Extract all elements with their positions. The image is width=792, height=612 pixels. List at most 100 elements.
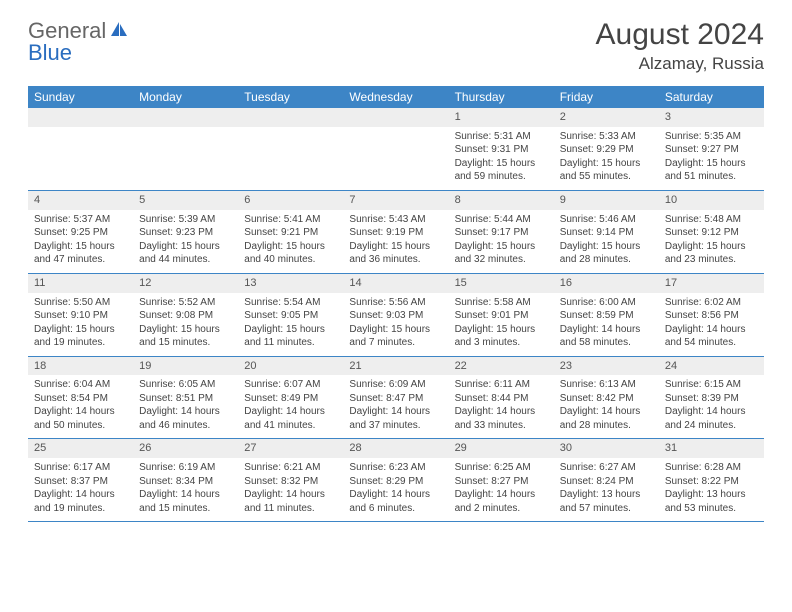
detail-line: and 37 minutes. (349, 419, 442, 433)
daynum-row: 11121314151617 (28, 273, 764, 292)
detail-line: Sunrise: 6:23 AM (349, 461, 442, 475)
detail-line: Sunset: 8:42 PM (560, 392, 653, 406)
day-details: Sunrise: 5:35 AMSunset: 9:27 PMDaylight:… (659, 127, 764, 191)
day-number (28, 108, 133, 127)
day-details: Sunrise: 5:52 AMSunset: 9:08 PMDaylight:… (133, 293, 238, 357)
detail-line: Daylight: 13 hours (665, 488, 758, 502)
day-details (28, 127, 133, 191)
day-details: Sunrise: 5:39 AMSunset: 9:23 PMDaylight:… (133, 210, 238, 274)
day-details: Sunrise: 5:50 AMSunset: 9:10 PMDaylight:… (28, 293, 133, 357)
detail-line: Daylight: 14 hours (34, 488, 127, 502)
detail-line: Sunrise: 6:27 AM (560, 461, 653, 475)
detail-line: Daylight: 15 hours (34, 323, 127, 337)
day-number: 20 (238, 356, 343, 375)
day-header: Wednesday (343, 86, 448, 108)
detail-line: Sunrise: 6:11 AM (455, 378, 548, 392)
day-number: 26 (133, 439, 238, 458)
header: General Blue August 2024 Alzamay, Russia (28, 18, 764, 74)
day-header-row: SundayMondayTuesdayWednesdayThursdayFrid… (28, 86, 764, 108)
title-block: August 2024 Alzamay, Russia (596, 18, 764, 74)
day-number: 22 (449, 356, 554, 375)
detail-line: Daylight: 15 hours (349, 240, 442, 254)
detail-line: Daylight: 14 hours (455, 488, 548, 502)
detail-line: Sunset: 8:22 PM (665, 475, 758, 489)
detail-line: Sunrise: 5:31 AM (455, 130, 548, 144)
detail-line: and 36 minutes. (349, 253, 442, 267)
detail-line: Sunset: 8:49 PM (244, 392, 337, 406)
detail-line: Daylight: 15 hours (244, 323, 337, 337)
detail-line: and 2 minutes. (455, 502, 548, 516)
detail-line: Daylight: 14 hours (665, 405, 758, 419)
detail-line: Sunrise: 6:05 AM (139, 378, 232, 392)
detail-line: Sunset: 9:14 PM (560, 226, 653, 240)
detail-line: Sunrise: 6:04 AM (34, 378, 127, 392)
day-header: Friday (554, 86, 659, 108)
detail-line: Daylight: 15 hours (349, 323, 442, 337)
day-details: Sunrise: 5:46 AMSunset: 9:14 PMDaylight:… (554, 210, 659, 274)
day-number: 8 (449, 190, 554, 209)
detail-line: Daylight: 15 hours (244, 240, 337, 254)
detail-line: Daylight: 15 hours (139, 323, 232, 337)
detail-line: Sunset: 9:12 PM (665, 226, 758, 240)
day-number: 25 (28, 439, 133, 458)
detail-line: Sunrise: 5:50 AM (34, 296, 127, 310)
detail-line: and 40 minutes. (244, 253, 337, 267)
detail-line: and 15 minutes. (139, 336, 232, 350)
day-details (343, 127, 448, 191)
detail-line: and 51 minutes. (665, 170, 758, 184)
detail-row: Sunrise: 6:17 AMSunset: 8:37 PMDaylight:… (28, 458, 764, 522)
detail-line: and 59 minutes. (455, 170, 548, 184)
day-number: 19 (133, 356, 238, 375)
day-number: 21 (343, 356, 448, 375)
location: Alzamay, Russia (596, 54, 764, 74)
detail-line: Sunrise: 6:15 AM (665, 378, 758, 392)
detail-line: and 41 minutes. (244, 419, 337, 433)
daynum-row: 123 (28, 108, 764, 127)
detail-line: and 57 minutes. (560, 502, 653, 516)
detail-line: Sunset: 9:25 PM (34, 226, 127, 240)
detail-line: Daylight: 14 hours (349, 488, 442, 502)
detail-line: Sunset: 9:21 PM (244, 226, 337, 240)
day-number: 12 (133, 273, 238, 292)
detail-line: Daylight: 15 hours (665, 240, 758, 254)
detail-line: Daylight: 14 hours (560, 405, 653, 419)
day-number: 18 (28, 356, 133, 375)
detail-line: Sunset: 9:27 PM (665, 143, 758, 157)
detail-line: Sunrise: 5:48 AM (665, 213, 758, 227)
detail-line: Sunset: 9:19 PM (349, 226, 442, 240)
detail-line: Sunset: 8:59 PM (560, 309, 653, 323)
logo-block: General Blue (28, 18, 132, 66)
day-details: Sunrise: 6:04 AMSunset: 8:54 PMDaylight:… (28, 375, 133, 439)
day-details: Sunrise: 6:19 AMSunset: 8:34 PMDaylight:… (133, 458, 238, 522)
day-details: Sunrise: 6:11 AMSunset: 8:44 PMDaylight:… (449, 375, 554, 439)
detail-line: Sunset: 8:37 PM (34, 475, 127, 489)
detail-line: Sunset: 8:54 PM (34, 392, 127, 406)
detail-line: Sunrise: 5:33 AM (560, 130, 653, 144)
detail-line: Daylight: 14 hours (139, 488, 232, 502)
day-details: Sunrise: 6:23 AMSunset: 8:29 PMDaylight:… (343, 458, 448, 522)
detail-line: Sunrise: 5:41 AM (244, 213, 337, 227)
detail-line: and 55 minutes. (560, 170, 653, 184)
detail-line: and 50 minutes. (34, 419, 127, 433)
day-header: Tuesday (238, 86, 343, 108)
detail-line: Daylight: 14 hours (665, 323, 758, 337)
detail-line: Sunrise: 6:02 AM (665, 296, 758, 310)
detail-line: Daylight: 15 hours (455, 323, 548, 337)
detail-line: Sunrise: 6:25 AM (455, 461, 548, 475)
day-number: 29 (449, 439, 554, 458)
day-number: 7 (343, 190, 448, 209)
detail-line: and 46 minutes. (139, 419, 232, 433)
day-number: 13 (238, 273, 343, 292)
detail-line: and 11 minutes. (244, 336, 337, 350)
day-details: Sunrise: 5:54 AMSunset: 9:05 PMDaylight:… (238, 293, 343, 357)
day-number: 30 (554, 439, 659, 458)
detail-row: Sunrise: 5:31 AMSunset: 9:31 PMDaylight:… (28, 127, 764, 191)
detail-line: Sunset: 8:24 PM (560, 475, 653, 489)
day-number: 14 (343, 273, 448, 292)
detail-line: and 53 minutes. (665, 502, 758, 516)
day-details (238, 127, 343, 191)
day-number: 9 (554, 190, 659, 209)
day-details: Sunrise: 6:00 AMSunset: 8:59 PMDaylight:… (554, 293, 659, 357)
detail-line: Sunrise: 6:21 AM (244, 461, 337, 475)
detail-line: Daylight: 14 hours (455, 405, 548, 419)
